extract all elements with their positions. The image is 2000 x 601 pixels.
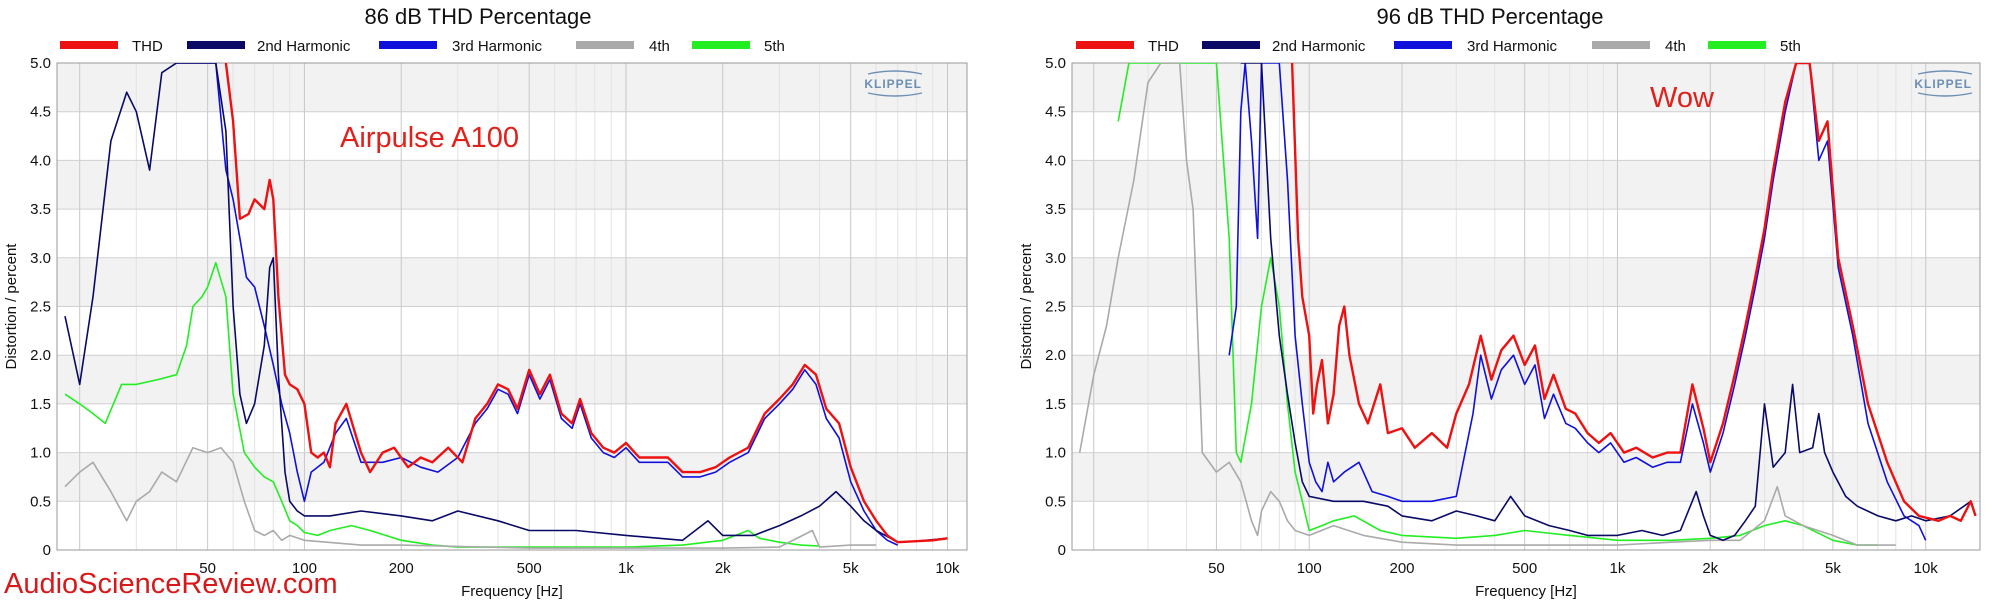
x-tick-label: 500 xyxy=(517,560,542,577)
y-tick-label: 5.0 xyxy=(1045,55,1066,72)
x-tick-label: 5k xyxy=(1825,560,1841,577)
klippel-logo: KLIPPEL xyxy=(864,70,923,97)
watermark: AudioScienceReview.com xyxy=(4,568,338,600)
x-tick-label: 2k xyxy=(715,560,731,577)
y-tick-label: 4.5 xyxy=(30,104,51,121)
y-tick-label: 4.0 xyxy=(1045,152,1066,169)
legend-label: THD xyxy=(1148,38,1179,55)
y-tick-label: 1.5 xyxy=(1045,396,1066,413)
chart-1: 0 0.5 1.0 1.5 2.0 2.5 3.0 3.5 4.0 4.5 5.0 50 100 200 5… xyxy=(3,4,968,600)
legend-label: 2nd Harmonic xyxy=(257,38,351,55)
y-tick-label: 2.0 xyxy=(30,347,51,364)
x-tick-label: 2k xyxy=(1702,560,1718,577)
x-tick-label: 10k xyxy=(935,560,960,577)
chart-title: 96 dB THD Percentage xyxy=(1376,4,1603,29)
x-tick-label: 100 xyxy=(292,560,317,577)
x-tick-label: 5k xyxy=(843,560,859,577)
legend-label: 4th xyxy=(1665,38,1686,55)
y-tick-label: 5.0 xyxy=(30,55,51,72)
x-axis-label: Frequency [Hz] xyxy=(1475,583,1577,600)
legend-label: THD xyxy=(132,38,163,55)
x-tick-label: 50 xyxy=(1208,560,1225,577)
y-tick-label: 1.5 xyxy=(30,396,51,413)
legend-swatch xyxy=(1592,41,1650,49)
series-group xyxy=(1078,63,1977,546)
y-tick-label: 0 xyxy=(1058,542,1066,559)
y-tick-label: 2.5 xyxy=(1045,299,1066,316)
x-tick-label: 1k xyxy=(1610,560,1626,577)
y-tick-label: 2.0 xyxy=(1045,347,1066,364)
klippel-logo-text: KLIPPEL xyxy=(1914,77,1972,91)
series-thd-line xyxy=(1290,63,1977,522)
legend-label: 2nd Harmonic xyxy=(1272,38,1366,55)
y-tick-label: 0 xyxy=(43,542,51,559)
legend: THD 2nd Harmonic 3rd Harmonic 4th 5th xyxy=(60,38,785,55)
y-tick-label: 1.0 xyxy=(1045,445,1066,462)
x-tick-label: 200 xyxy=(389,560,414,577)
x-tick-label: 500 xyxy=(1512,560,1537,577)
series-4th-line xyxy=(64,446,877,549)
chart-2: 0 0.5 1.0 1.5 2.0 2.5 3.0 3.5 4.0 4.5 5.0 50 100 200 5… xyxy=(1018,4,1981,600)
chart-annotation: Airpulse A100 xyxy=(340,122,519,154)
series-5th-line xyxy=(64,261,820,548)
y-tick-label: 3.0 xyxy=(1045,250,1066,267)
legend-swatch xyxy=(1394,41,1452,49)
x-tick-label: 100 xyxy=(1297,560,1322,577)
legend-label: 3rd Harmonic xyxy=(452,38,543,55)
legend-label: 5th xyxy=(1780,38,1801,55)
series-4th-line xyxy=(1078,63,1896,546)
legend-swatch xyxy=(576,41,634,49)
legend-swatch xyxy=(1076,41,1134,49)
y-tick-label: 3.0 xyxy=(30,250,51,267)
y-axis-label: Distortion / percent xyxy=(1018,243,1035,370)
legend-label: 5th xyxy=(764,38,785,55)
x-tick-label: 1k xyxy=(618,560,634,577)
klippel-logo: KLIPPEL xyxy=(1914,70,1973,97)
y-axis-label: Distortion / percent xyxy=(3,243,20,370)
y-tick-label: 2.5 xyxy=(30,299,51,316)
legend-swatch xyxy=(1708,41,1766,49)
chart-annotation: Wow xyxy=(1650,82,1715,114)
legend-label: 4th xyxy=(649,38,670,55)
y-tick-label: 4.5 xyxy=(1045,104,1066,121)
y-tick-label: 0.5 xyxy=(1045,493,1066,510)
series-2nd-harmonic-line xyxy=(1240,63,1977,542)
y-tick-label: 0.5 xyxy=(30,493,51,510)
klippel-logo-text: KLIPPEL xyxy=(864,77,922,91)
legend-swatch xyxy=(1202,41,1260,49)
series-3rd-harmonic-line xyxy=(1228,63,1927,541)
legend-swatch xyxy=(187,41,245,49)
y-tick-label: 3.5 xyxy=(30,201,51,218)
series-5th-line xyxy=(1117,63,1878,546)
series-group xyxy=(64,63,948,549)
x-tick-label: 50 xyxy=(199,560,216,577)
y-tick-label: 4.0 xyxy=(30,152,51,169)
legend-label: 3rd Harmonic xyxy=(1467,38,1558,55)
chart-title: 86 dB THD Percentage xyxy=(364,4,591,29)
grid xyxy=(56,62,968,551)
y-tick-label: 3.5 xyxy=(1045,201,1066,218)
legend-swatch xyxy=(60,41,118,49)
x-tick-label: 10k xyxy=(1914,560,1939,577)
series-3rd-harmonic-line xyxy=(176,63,899,546)
y-tick-label: 1.0 xyxy=(30,445,51,462)
x-tick-label: 200 xyxy=(1389,560,1414,577)
legend: THD 2nd Harmonic 3rd Harmonic 4th 5th xyxy=(1076,38,1801,55)
legend-swatch xyxy=(692,41,750,49)
legend-swatch xyxy=(379,41,437,49)
series-thd-line xyxy=(224,63,948,544)
series-2nd-harmonic-line xyxy=(64,63,948,543)
x-axis-label: Frequency [Hz] xyxy=(461,583,563,600)
